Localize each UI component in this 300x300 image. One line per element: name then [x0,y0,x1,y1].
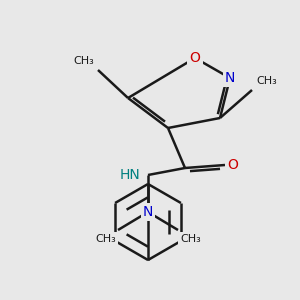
Text: CH₃: CH₃ [256,76,277,86]
Text: CH₃: CH₃ [180,234,201,244]
Text: O: O [190,51,200,65]
Text: N: N [225,71,235,85]
Text: HN: HN [119,168,140,182]
Text: CH₃: CH₃ [95,234,116,244]
Text: CH₃: CH₃ [73,56,94,66]
Text: O: O [228,158,238,172]
Text: N: N [143,205,153,219]
